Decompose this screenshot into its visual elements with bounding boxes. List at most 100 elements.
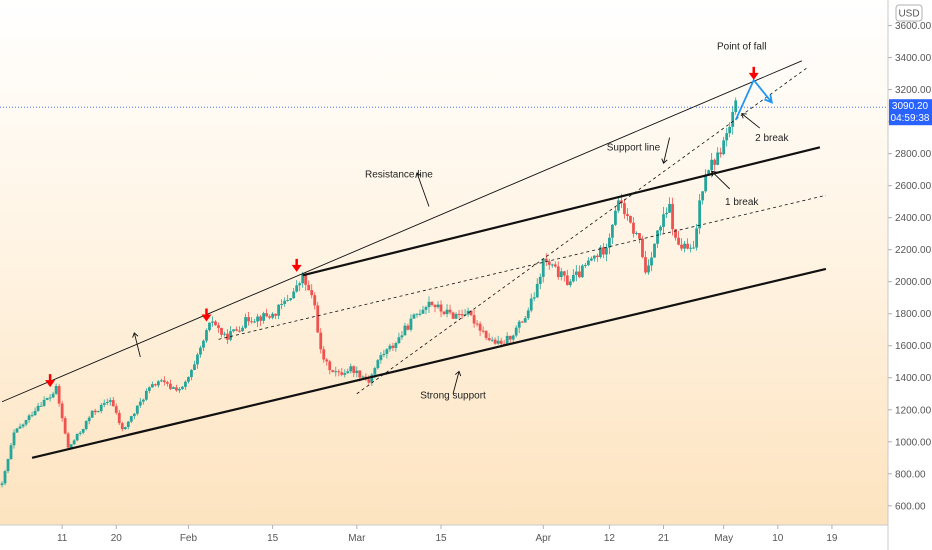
- candle-body: [517, 321, 521, 328]
- candle-body: [325, 359, 329, 362]
- candle-body: [641, 238, 644, 258]
- candle-body: [601, 247, 605, 255]
- candle-body: [244, 317, 247, 328]
- candle-body: [499, 340, 503, 344]
- candle-body: [3, 471, 7, 484]
- candle-body: [583, 264, 587, 266]
- pointer-arrow-icon: [741, 113, 761, 129]
- candle-body: [677, 237, 680, 245]
- candle-body: [731, 112, 735, 127]
- strong-support-line[interactable]: [31, 267, 827, 459]
- candle-body: [725, 133, 729, 141]
- candle-body: [156, 381, 160, 386]
- candle-body: [478, 323, 482, 331]
- candle-body: [481, 330, 485, 332]
- candle-body: [30, 415, 34, 417]
- candle-body: [193, 364, 196, 370]
- time-axis[interactable]: 11 20 Feb 15 Mar 15 Apr 12 21 May 10 19: [57, 525, 838, 544]
- candle-body: [565, 275, 569, 286]
- candle-body: [535, 283, 539, 298]
- x-tick-label: 21: [658, 533, 670, 544]
- candle-body: [247, 317, 250, 322]
- candle-body: [280, 303, 284, 305]
- candle-body: [589, 258, 593, 261]
- candle-body: [472, 315, 476, 324]
- candle-body: [214, 321, 217, 326]
- candle-body: [60, 403, 64, 419]
- bar-countdown: 04:59:38: [891, 113, 930, 124]
- candle-body: [611, 224, 614, 238]
- candle-body: [48, 397, 52, 399]
- candle-body: [235, 329, 238, 331]
- candle-body: [331, 370, 335, 372]
- candle-body: [175, 387, 178, 391]
- candle-body: [229, 331, 232, 340]
- candle-body: [33, 410, 37, 416]
- pointer-arrow-icon: [711, 170, 731, 190]
- candle-body: [659, 226, 662, 231]
- candle-body: [695, 228, 699, 248]
- x-tick-label: 15: [435, 533, 447, 544]
- candle-body: [454, 313, 458, 319]
- time-axis-background: [0, 525, 888, 550]
- currency-badge[interactable]: USD: [895, 4, 923, 22]
- candle-body: [268, 316, 272, 318]
- candle-body: [262, 313, 266, 321]
- y-tick-label: 2800.00: [895, 149, 932, 160]
- candle-body: [123, 427, 127, 430]
- candle-body: [63, 418, 67, 434]
- candle-body: [295, 285, 299, 292]
- x-tick-label: Apr: [535, 533, 551, 544]
- candle-body: [433, 304, 437, 308]
- candle-body: [39, 405, 43, 407]
- candle-body: [328, 361, 332, 371]
- candle-body: [346, 371, 350, 374]
- candle-body: [36, 405, 40, 411]
- candle-body: [469, 310, 473, 316]
- candle-body: [400, 335, 404, 338]
- candle-body: [460, 314, 464, 316]
- y-tick-label: 3200.00: [895, 85, 932, 96]
- candle-body: [132, 413, 136, 417]
- upper-channel-line[interactable]: [302, 146, 821, 277]
- candle-body: [635, 233, 638, 235]
- candle-body: [692, 247, 696, 249]
- candle-body: [445, 309, 449, 315]
- candle-body: [114, 406, 118, 413]
- candle-body: [562, 271, 566, 276]
- candle-body: [253, 321, 256, 323]
- candle-body: [553, 264, 557, 267]
- x-tick-label: 19: [826, 533, 838, 544]
- candle-body: [713, 159, 717, 165]
- candle-body: [184, 381, 187, 387]
- candle-body: [436, 304, 440, 308]
- candle-body: [24, 420, 28, 425]
- candle-body: [349, 366, 353, 372]
- candle-body: [451, 312, 455, 319]
- candle-body: [289, 298, 293, 300]
- inner-dashed-line[interactable]: [218, 194, 827, 340]
- candle-body: [286, 299, 290, 301]
- candle-body: [259, 316, 263, 321]
- candle-body: [310, 290, 314, 296]
- candle-body: [57, 386, 61, 404]
- candle-body: [556, 266, 560, 278]
- candle-body: [626, 214, 629, 216]
- candle-body: [427, 301, 431, 308]
- projection-arrowhead: [764, 94, 773, 104]
- candle-body: [617, 200, 620, 211]
- x-tick-label: 12: [604, 533, 616, 544]
- candle-body: [211, 321, 214, 323]
- candle-body: [120, 423, 124, 430]
- candle-body: [316, 305, 320, 333]
- candle-body: [701, 191, 705, 201]
- candle-body: [45, 398, 49, 400]
- support-dashed-line[interactable]: [356, 66, 809, 395]
- candle-body: [707, 170, 711, 175]
- price-axis[interactable]: 600.00 800.00 1000.00 1200.00 1400.00 1600.00…: [888, 21, 932, 512]
- projection-path[interactable]: [734, 78, 773, 121]
- resistance-line[interactable]: [1, 60, 803, 403]
- candle-body: [439, 304, 443, 312]
